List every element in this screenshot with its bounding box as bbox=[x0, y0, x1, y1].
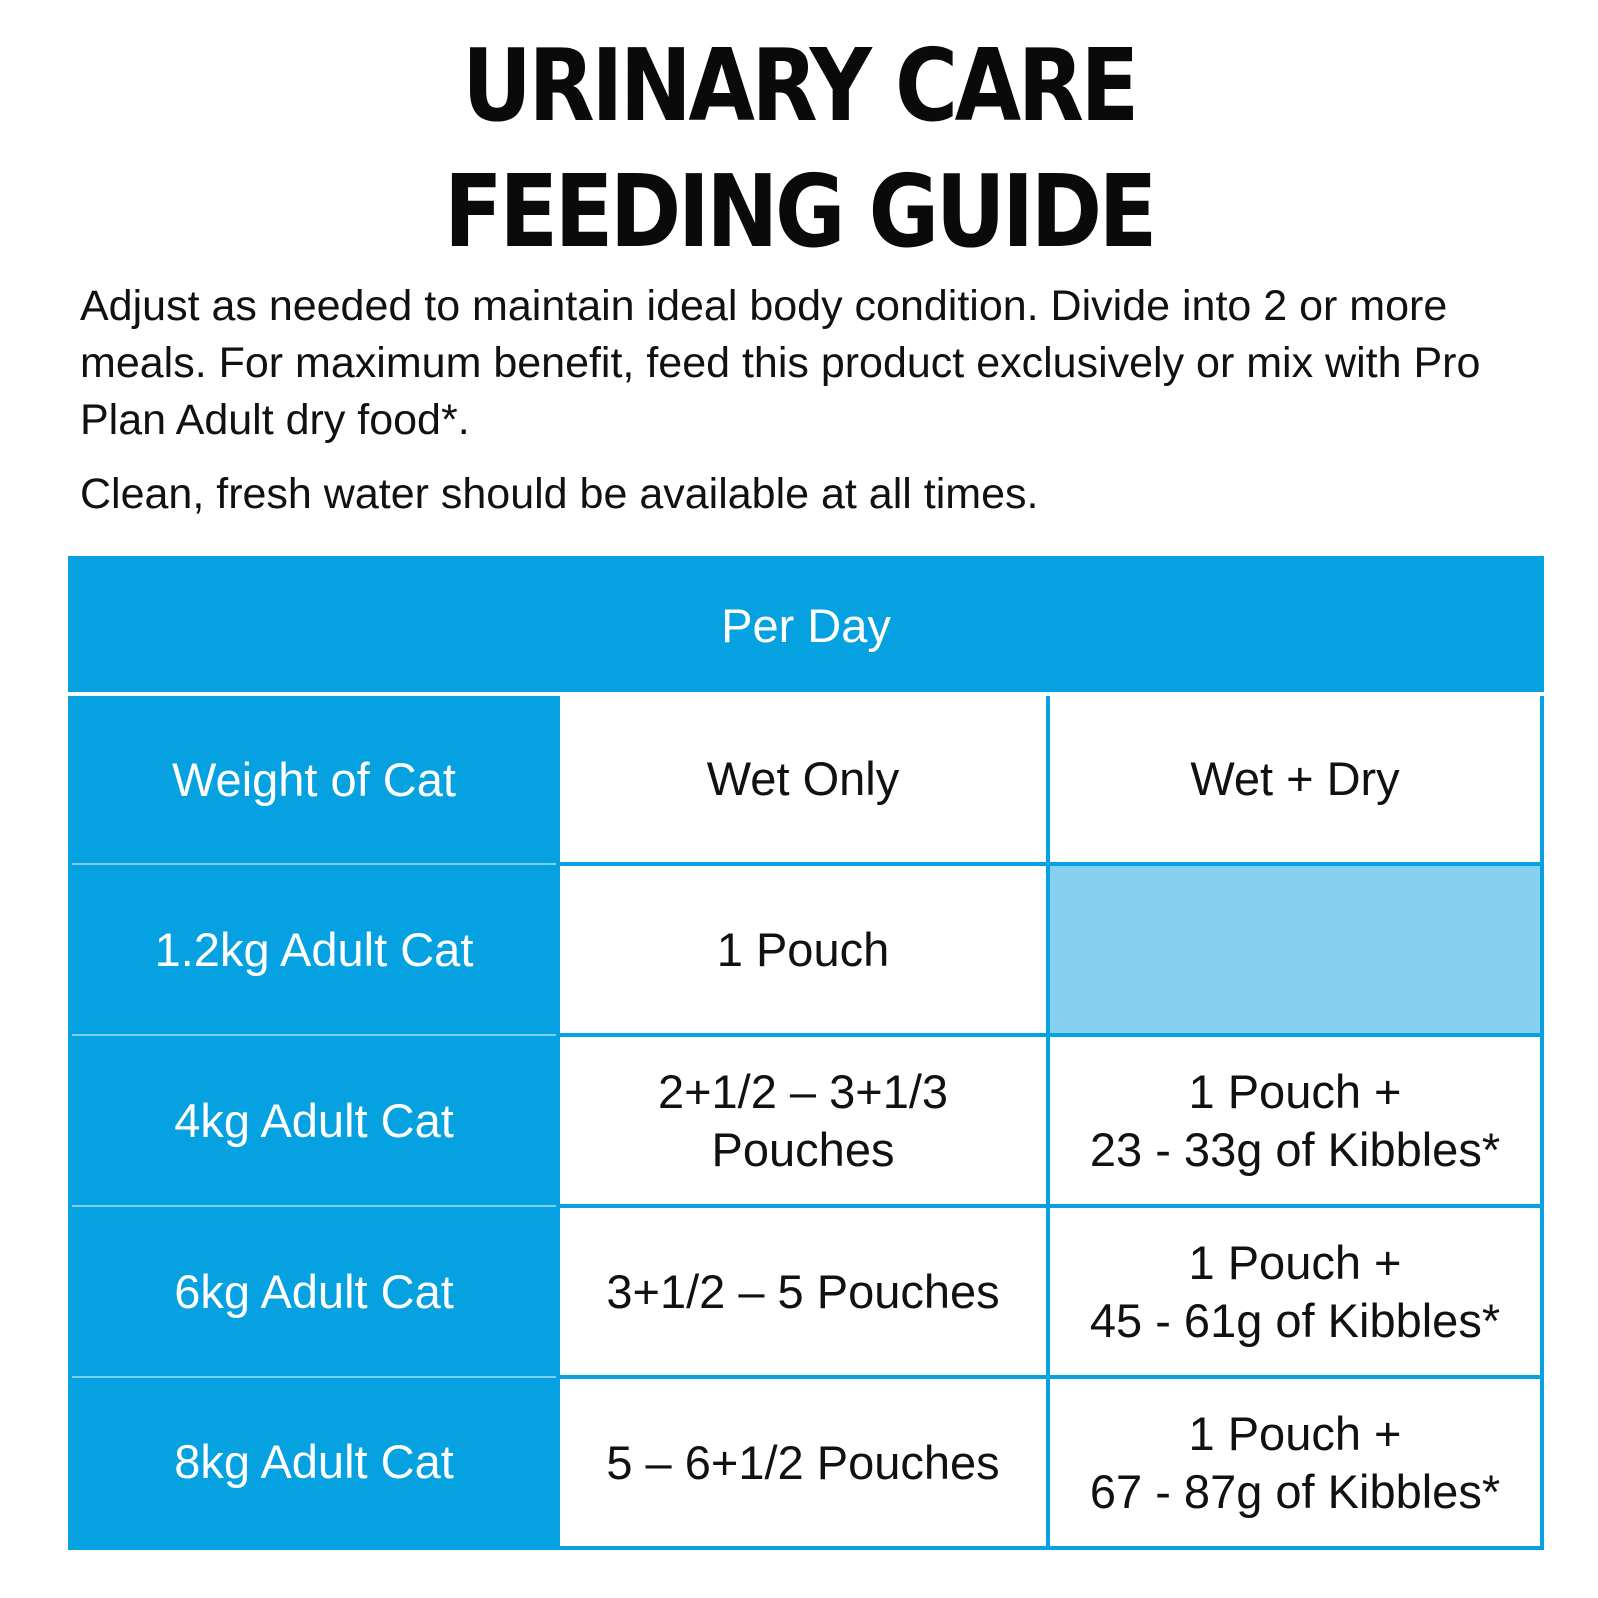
wet-only-cell: 2+1/2 – 3+1/3 Pouches bbox=[556, 1033, 1048, 1206]
weight-cell: 6kg Adult Cat bbox=[70, 1205, 558, 1377]
intro-paragraph: Adjust as needed to maintain ideal body … bbox=[80, 282, 1481, 444]
wet-only-line-2: Pouches bbox=[711, 1122, 895, 1176]
wet-only-column-header: Wet Only bbox=[556, 692, 1048, 864]
table-group-header-row: Per Day bbox=[70, 558, 1542, 694]
table-row: 6kg Adult Cat 3+1/2 – 5 Pouches 1 Pouch … bbox=[70, 1204, 1542, 1377]
wet-dry-cell: 1 Pouch + 67 - 87g of Kibbles* bbox=[1046, 1375, 1542, 1548]
weight-cell: 1.2kg Adult Cat bbox=[70, 863, 558, 1035]
wet-dry-column-header: Wet + Dry bbox=[1046, 692, 1542, 864]
wet-only-cell: 3+1/2 – 5 Pouches bbox=[556, 1204, 1048, 1377]
wet-dry-cell-empty bbox=[1046, 862, 1542, 1035]
water-note: Clean, fresh water should be available a… bbox=[80, 470, 1039, 518]
table-header-row: Weight of Cat Wet Only Wet + Dry bbox=[70, 692, 1542, 864]
table-row: 1.2kg Adult Cat 1 Pouch bbox=[70, 862, 1542, 1035]
wet-only-line-1: 2+1/2 – 3+1/3 bbox=[657, 1064, 949, 1118]
title-line-2: FEEDING GUIDE bbox=[444, 153, 1157, 270]
per-day-header: Per Day bbox=[70, 558, 1542, 694]
wet-dry-line-2: 67 - 87g of Kibbles* bbox=[1089, 1464, 1501, 1518]
weight-cell: 4kg Adult Cat bbox=[70, 1034, 558, 1206]
table-row: 8kg Adult Cat 5 – 6+1/2 Pouches 1 Pouch … bbox=[70, 1375, 1542, 1548]
wet-dry-line-1: 1 Pouch + bbox=[1188, 1064, 1402, 1118]
wet-only-cell: 5 – 6+1/2 Pouches bbox=[556, 1375, 1048, 1548]
wet-dry-line-1: 1 Pouch + bbox=[1188, 1235, 1402, 1289]
wet-dry-line-1: 1 Pouch + bbox=[1188, 1406, 1402, 1460]
wet-dry-line-2: 23 - 33g of Kibbles* bbox=[1089, 1122, 1501, 1176]
feeding-guide-table: Per Day Weight of Cat Wet Only Wet + Dry… bbox=[68, 556, 1544, 1550]
weight-column-header: Weight of Cat bbox=[70, 692, 558, 864]
wet-only-cell: 1 Pouch bbox=[556, 862, 1048, 1035]
weight-cell: 8kg Adult Cat bbox=[70, 1376, 558, 1548]
title-line-1: URINARY CARE bbox=[462, 27, 1139, 144]
table-row: 4kg Adult Cat 2+1/2 – 3+1/3 Pouches 1 Po… bbox=[70, 1033, 1542, 1206]
wet-dry-line-2: 45 - 61g of Kibbles* bbox=[1089, 1293, 1501, 1347]
wet-dry-cell: 1 Pouch + 45 - 61g of Kibbles* bbox=[1046, 1204, 1542, 1377]
wet-dry-cell: 1 Pouch + 23 - 33g of Kibbles* bbox=[1046, 1033, 1542, 1206]
